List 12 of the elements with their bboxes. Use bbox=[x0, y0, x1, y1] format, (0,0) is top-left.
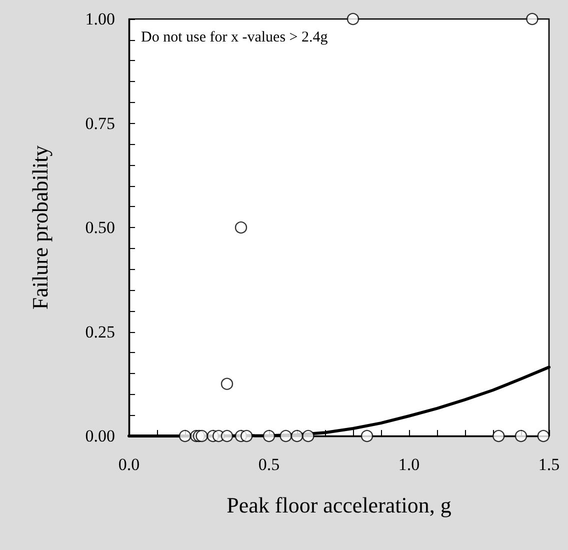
x-tick-label: 0.0 bbox=[118, 455, 140, 474]
y-tick-label: 1.00 bbox=[85, 10, 115, 28]
y-tick-label: 0.00 bbox=[85, 426, 115, 446]
x-tick-label: 1.5 bbox=[538, 455, 560, 474]
y-tick-label: 0.50 bbox=[85, 218, 115, 237]
annotation: Do not use for x -values > 2.4g bbox=[141, 30, 328, 46]
x-tick-label: 1.0 bbox=[398, 455, 420, 474]
y-tick-label: 0.25 bbox=[85, 322, 115, 342]
x-tick-label: 0.5 bbox=[258, 455, 280, 474]
x-axis-title: Peak floor acceleration, g bbox=[226, 492, 452, 518]
y-axis-title: Failure probability bbox=[28, 145, 52, 310]
y-tick-label: 0.75 bbox=[85, 114, 115, 133]
